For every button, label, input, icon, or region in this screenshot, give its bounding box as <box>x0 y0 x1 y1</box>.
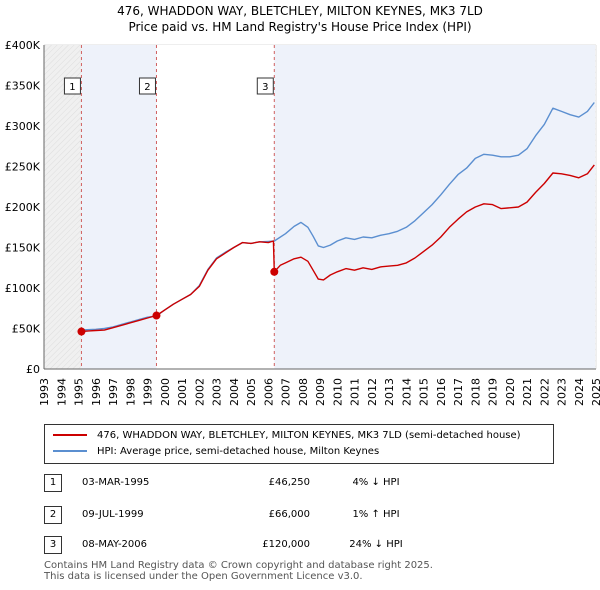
transaction-row-1: 1 03-MAR-1995 £46,250 4% ↓ HPI <box>44 474 564 492</box>
y-tick-label: £200K <box>5 201 41 214</box>
y-tick-label: £300K <box>5 120 41 133</box>
x-tick-label: 1993 <box>38 378 51 406</box>
y-tick-label: £350K <box>5 80 41 93</box>
x-tick-label: 2010 <box>331 378 344 406</box>
x-axis: 1993 1994 1995 1996 1997 1998 1999 2000 2001 2002… <box>38 368 600 406</box>
legend-label-hpi: HPI: Average price, semi-detached house,… <box>97 446 380 457</box>
chart-subtitle: Price paid vs. HM Land Registry's House … <box>128 20 472 34</box>
x-tick-label: 1997 <box>107 378 120 406</box>
legend-item-property: 476, WHADDON WAY, BLETCHLEY, MILTON KEYN… <box>53 429 521 443</box>
transaction-row-2: 2 09-JUL-1999 £66,000 1% ↑ HPI <box>44 506 564 524</box>
x-tick-label: 1996 <box>90 378 103 406</box>
y-tick-label: £150K <box>5 242 41 255</box>
transaction-markers: 1 2 3 <box>63 77 274 95</box>
marker-box <box>63 77 81 95</box>
hatched-region-end <box>595 45 596 369</box>
x-tick-label: 1994 <box>55 378 68 406</box>
x-tick-label: 2001 <box>176 378 189 406</box>
x-tick-label: 2004 <box>228 378 241 406</box>
x-tick-label: 1995 <box>73 378 86 406</box>
transaction-price: £46,250 <box>268 477 310 488</box>
y-tick-label: £100K <box>5 282 41 295</box>
transaction-number: 2 <box>44 506 62 524</box>
x-tick-label: 2021 <box>521 378 534 406</box>
transaction-row-3: 3 08-MAY-2006 £120,000 24% ↓ HPI <box>44 536 564 554</box>
marker-label: 3 <box>262 82 268 93</box>
x-tick-label: 2012 <box>366 378 379 406</box>
transaction-price: £120,000 <box>262 539 310 550</box>
marker-label: 1 <box>69 82 75 93</box>
transaction-price: £66,000 <box>268 509 310 520</box>
shaded-band-2 <box>156 45 275 369</box>
x-tick-label: 2006 <box>262 378 275 406</box>
x-tick-label: 2000 <box>159 378 172 406</box>
x-tick-label: 2002 <box>193 378 206 406</box>
shaded-band-3 <box>274 45 596 369</box>
x-tick-label: 2024 <box>573 378 586 406</box>
y-axis: £0 £50K £100K £150K £200K £250K £300K £350K £400… <box>5 39 45 376</box>
x-tick-label: 2014 <box>400 378 413 406</box>
x-tick-label: 2011 <box>349 378 362 406</box>
price-chart: 1 2 3 £0 £50K £100K £150K £200K £250K £300K £350K… <box>5 39 600 406</box>
marker-label: 2 <box>144 82 150 93</box>
transaction-date: 03-MAR-1995 <box>82 477 150 488</box>
x-tick-label: 2025 <box>590 378 600 406</box>
shaded-band-1 <box>81 45 157 369</box>
x-tick-label: 2019 <box>487 378 500 406</box>
x-tick-label: 2016 <box>435 378 448 406</box>
x-tick-label: 2005 <box>245 378 258 406</box>
x-tick-label: 2022 <box>538 378 551 406</box>
legend: 476, WHADDON WAY, BLETCHLEY, MILTON KEYN… <box>44 424 554 464</box>
shaded-regions <box>44 45 596 369</box>
transaction-hpi: 1% ↑ HPI <box>352 509 400 520</box>
x-tick-label: 1999 <box>142 378 155 406</box>
x-tick-label: 2017 <box>452 378 465 406</box>
y-tick-label: £0 <box>26 363 40 376</box>
x-tick-label: 2018 <box>469 378 482 406</box>
series-lines <box>78 102 595 333</box>
y-tick-label: £50K <box>12 323 41 336</box>
chart-title: 476, WHADDON WAY, BLETCHLEY, MILTON KEYN… <box>117 4 483 18</box>
y-tick-label: £250K <box>5 161 41 174</box>
transaction-number: 3 <box>44 536 62 554</box>
transaction-point-3 <box>270 267 279 276</box>
transaction-number: 1 <box>44 474 62 492</box>
transaction-hpi: 24% ↓ HPI <box>349 539 403 550</box>
transaction-point-2 <box>152 311 161 320</box>
footer-licence: This data is licensed under the Open Gov… <box>44 571 363 582</box>
x-tick-label: 2003 <box>211 378 224 406</box>
legend-swatch-hpi <box>53 450 87 452</box>
marker-box <box>138 77 156 95</box>
transaction-date: 08-MAY-2006 <box>82 539 148 550</box>
transaction-points <box>77 267 279 336</box>
y-tick-label: £400K <box>5 39 41 52</box>
transaction-marker-3: 3 <box>256 77 274 95</box>
transaction-date: 09-JUL-1999 <box>82 509 144 520</box>
transaction-point-1 <box>77 327 86 336</box>
x-tick-label: 2015 <box>418 378 431 406</box>
x-tick-label: 2023 <box>556 378 569 406</box>
x-tick-label: 2008 <box>297 378 310 406</box>
x-tick-label: 2007 <box>280 378 293 406</box>
transaction-hpi: 4% ↓ HPI <box>352 477 400 488</box>
marker-box <box>256 77 274 95</box>
transaction-marker-1: 1 <box>63 77 81 95</box>
legend-item-hpi: HPI: Average price, semi-detached house,… <box>53 445 379 459</box>
transaction-marker-2: 2 <box>138 77 156 95</box>
footer-copyright: Contains HM Land Registry data © Crown c… <box>44 560 433 571</box>
legend-swatch-property <box>53 434 87 436</box>
hatched-region-start <box>44 45 82 369</box>
legend-label-property: 476, WHADDON WAY, BLETCHLEY, MILTON KEYN… <box>97 430 521 441</box>
x-tick-label: 2020 <box>504 378 517 406</box>
x-tick-label: 1998 <box>124 378 137 406</box>
x-tick-label: 2013 <box>383 378 396 406</box>
x-tick-label: 2009 <box>314 378 327 406</box>
property-series-line <box>81 164 595 333</box>
